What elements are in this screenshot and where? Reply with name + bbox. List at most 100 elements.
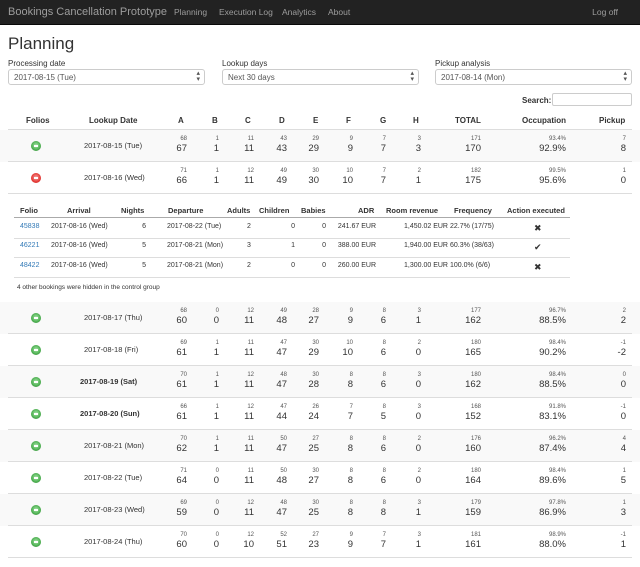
cell-current-value: 9 — [347, 539, 353, 550]
table-row[interactable]: 2017-08-18 (Fri) 69 61 1 1 11 11 47 47 30 29 10 10 8 6… — [0, 334, 640, 366]
cell-current-value: 60 — [176, 315, 187, 326]
detail-nights: 6 — [142, 223, 146, 230]
cell-a: 69 59 — [176, 499, 187, 518]
expand-row-icon[interactable] — [31, 473, 41, 483]
cell-current-value: 6 — [380, 315, 386, 326]
cell-current-value: 59 — [176, 507, 187, 518]
detail-folio-link[interactable]: 45838 — [20, 223, 40, 230]
detail-adults: 2 — [247, 223, 251, 230]
col-header-folios[interactable]: Folios — [26, 116, 50, 125]
cell-current-value: 88.5% — [539, 379, 566, 390]
detail-header-nights[interactable]: Nights — [121, 206, 145, 215]
cell-a: 71 66 — [176, 167, 187, 186]
table-row[interactable]: 2017-08-20 (Sun) 66 61 1 1 12 11 47 44 26 24 7 7 8 5 3 0… — [0, 398, 640, 430]
logoff-link[interactable]: Log off — [592, 7, 618, 17]
table-row[interactable]: 2017-08-15 (Tue) 68 67 1 1 11 11 43 43 29 29 9 9 7 7 3 3… — [0, 130, 640, 162]
detail-action-icon: ✖ — [534, 262, 542, 272]
detail-header-departure[interactable]: Departure — [168, 206, 204, 215]
col-header-e[interactable]: E — [313, 116, 319, 125]
expand-row-icon[interactable] — [31, 377, 41, 387]
cell-previous-value: 70 — [180, 436, 187, 442]
expand-row-icon[interactable] — [31, 141, 41, 151]
cell-previous-value: 1 — [215, 404, 219, 410]
cell-current-value: 88.0% — [539, 539, 566, 550]
col-header-g[interactable]: G — [380, 116, 387, 125]
detail-adr: 260.00 EUR — [337, 262, 376, 269]
table-row[interactable]: 2017-08-17 (Thu) 68 60 0 0 12 11 49 48 28 27 9 9 8 6 3 1… — [0, 302, 640, 334]
cell-current-value: 29 — [308, 143, 319, 154]
cell-c: 12 11 — [244, 403, 254, 422]
table-row[interactable]: 2017-08-22 (Tue) 71 64 0 0 11 11 50 48 30 27 8 8 8 6 2 0… — [0, 462, 640, 494]
processing-date-select[interactable]: 2017-08-15 (Tue) ▴ ▾ — [8, 69, 205, 85]
cell-previous-value: 8 — [382, 404, 386, 410]
lookup-date: 2017-08-23 (Wed) — [84, 505, 145, 514]
expand-row-icon[interactable] — [31, 505, 41, 515]
row-divider — [8, 461, 632, 462]
cell-total: 181 161 — [465, 531, 481, 550]
detail-header-folio[interactable]: Folio — [20, 206, 38, 215]
lookup-days-select[interactable]: Next 30 days ▴ ▾ — [222, 69, 419, 85]
cell-current-value: 28 — [308, 379, 319, 390]
detail-header-room-revenue[interactable]: Room revenue — [386, 206, 439, 215]
cell-current-value: 92.9% — [539, 143, 566, 154]
nav-link-planning[interactable]: Planning — [174, 7, 208, 17]
expand-row-icon[interactable] — [31, 313, 41, 323]
cell-previous-value: 0 — [215, 468, 219, 474]
table-row[interactable]: 2017-08-21 (Mon) 70 62 1 1 11 11 50 47 27 25 8 8 8 6 2 0… — [0, 430, 640, 462]
collapse-row-icon[interactable] — [31, 173, 41, 183]
cell-current-value: 1 — [415, 507, 421, 518]
col-header-b[interactable]: B — [212, 116, 218, 125]
cell-previous-value: 7 — [382, 532, 386, 538]
col-header-f[interactable]: F — [346, 116, 351, 125]
cell-previous-value: 7 — [382, 136, 386, 142]
table-row[interactable]: 2017-08-19 (Sat) 70 61 1 1 12 11 48 47 30 28 8 8 8 6 3 0… — [0, 366, 640, 398]
cell-previous-value: 7 — [622, 136, 626, 142]
detail-action-icon: ✔ — [534, 242, 542, 252]
table-row[interactable]: 2017-08-23 (Wed) 69 59 0 0 12 11 48 47 30 25 8 8 8 8 3 1… — [0, 494, 640, 526]
cell-current-value: 48 — [276, 315, 287, 326]
detail-departure: 2017-08-22 (Tue) — [167, 223, 222, 230]
row-divider — [8, 365, 632, 366]
col-header-d[interactable]: D — [279, 116, 285, 125]
col-header-total[interactable]: TOTAL — [455, 116, 481, 125]
detail-header-frequency[interactable]: Frequency — [454, 206, 492, 215]
expand-row-icon[interactable] — [31, 441, 41, 451]
detail-header-children[interactable]: Children — [259, 206, 290, 215]
cell-c: 12 11 — [244, 307, 254, 326]
detail-adults: 3 — [247, 242, 251, 249]
col-header-pickup[interactable]: Pickup — [599, 116, 626, 125]
navbar-brand[interactable]: Bookings Cancellation Prototype — [8, 6, 167, 18]
detail-folio-link[interactable]: 46221 — [20, 242, 40, 249]
detail-header-action-executed[interactable]: Action executed — [507, 206, 565, 215]
pickup-analysis-select[interactable]: 2017-08-14 (Mon) ▴ ▾ — [435, 69, 632, 85]
detail-header-adults[interactable]: Adults — [227, 206, 251, 215]
row-divider — [8, 557, 632, 558]
cell-current-value: 67 — [176, 143, 187, 154]
col-header-c[interactable]: C — [245, 116, 251, 125]
col-header-h[interactable]: H — [413, 116, 419, 125]
cell-current-value: 1 — [213, 411, 219, 422]
nav-link-execution-log[interactable]: Execution Log — [219, 7, 273, 17]
detail-header-adr[interactable]: ADR — [358, 206, 375, 215]
expand-row-icon[interactable] — [31, 537, 41, 547]
detail-header-babies[interactable]: Babies — [301, 206, 326, 215]
expand-row-icon[interactable] — [31, 345, 41, 355]
table-row[interactable]: 2017-08-16 (Wed) 71 66 1 1 12 11 49 49 30 30 10 10 7 7… — [0, 162, 640, 194]
table-row[interactable]: 2017-08-24 (Thu) 70 60 0 0 12 10 52 51 27 23 9 9 7 7 3 1… — [0, 526, 640, 558]
col-header-occupation[interactable]: Occupation — [522, 116, 567, 125]
cell-current-value: 1 — [415, 315, 421, 326]
detail-header-arrival[interactable]: Arrival — [67, 206, 91, 215]
col-header-lookup-date[interactable]: Lookup Date — [89, 116, 138, 125]
cell-current-value: 0 — [415, 475, 421, 486]
row-divider — [8, 429, 632, 430]
col-header-a[interactable]: A — [178, 116, 184, 125]
nav-link-analytics[interactable]: Analytics — [282, 7, 317, 17]
detail-folio-link[interactable]: 48422 — [20, 262, 40, 269]
row-divider — [8, 493, 632, 494]
expand-row-icon[interactable] — [31, 409, 41, 419]
nav-link-about[interactable]: About — [328, 7, 351, 17]
search-input[interactable] — [552, 93, 632, 106]
lookup-days-label: Lookup days — [222, 59, 268, 68]
